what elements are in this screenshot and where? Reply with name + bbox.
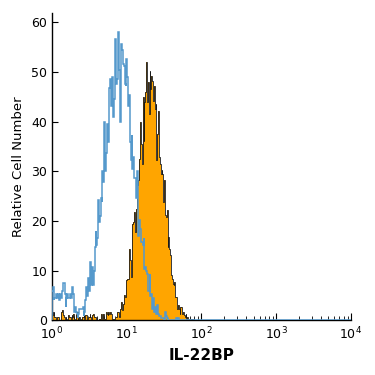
Y-axis label: Relative Cell Number: Relative Cell Number bbox=[12, 96, 26, 237]
X-axis label: IL-22BP: IL-22BP bbox=[168, 348, 234, 363]
